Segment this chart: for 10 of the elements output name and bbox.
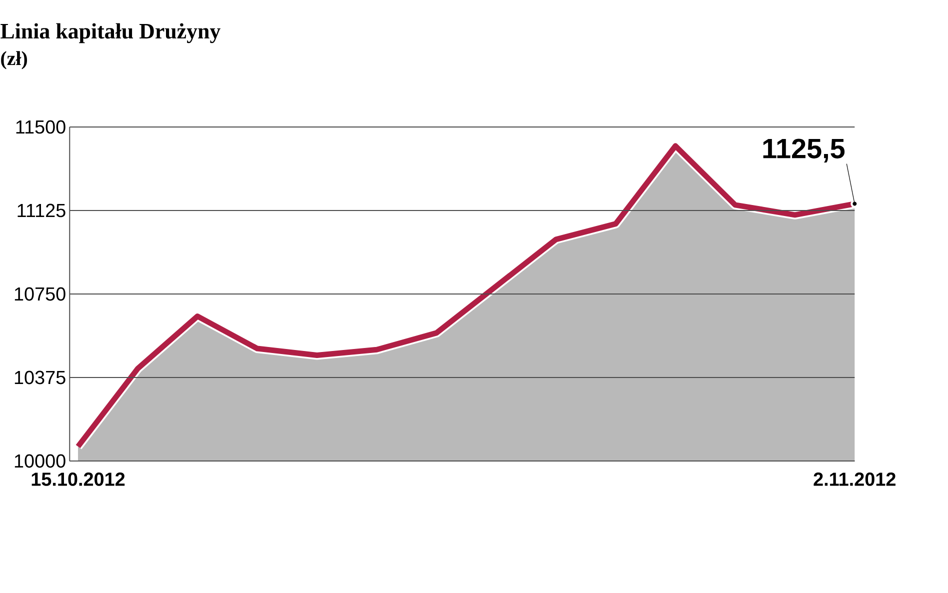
y-tick-label: 10375 xyxy=(14,370,66,384)
y-tick-label: 10750 xyxy=(14,287,66,301)
chart-title: Linia kapitału Drużyny xyxy=(0,23,220,44)
annotation: 1125,5 xyxy=(763,138,845,162)
y-tick-label: 10000 xyxy=(14,454,66,468)
y-tick-label: 11125 xyxy=(18,204,66,218)
x-tick-label: 2.11.2012 xyxy=(814,472,896,486)
y-tick-label: 11500 xyxy=(16,120,66,134)
chart-subtitle: (zł) xyxy=(1,51,27,70)
x-tick-label: 15.10.2012 xyxy=(32,472,125,486)
